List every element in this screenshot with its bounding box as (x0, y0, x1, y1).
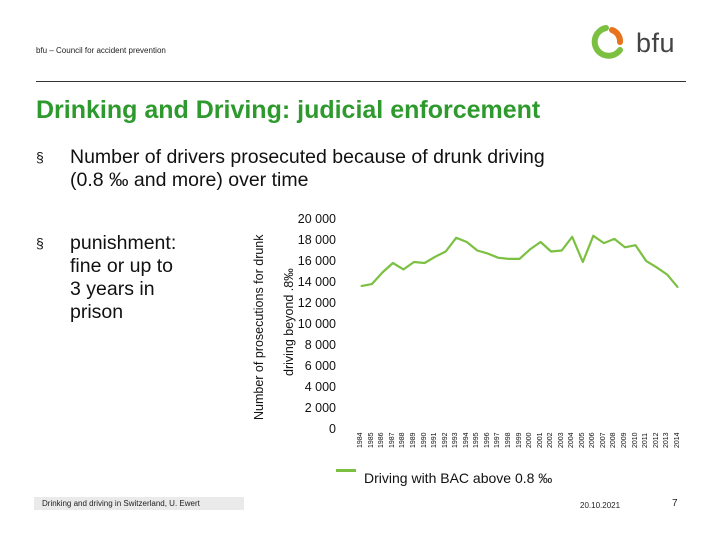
data-point (487, 252, 489, 255)
bullet-mark: § (36, 149, 44, 165)
data-point (560, 249, 563, 252)
data-point (655, 266, 658, 269)
y-tick-label: 10 000 (297, 317, 336, 331)
data-point (676, 286, 679, 289)
bullet-mark: § (36, 235, 44, 251)
data-point (613, 238, 616, 240)
data-point (539, 241, 542, 243)
data-point (381, 271, 384, 274)
y-tick-label: 4 000 (304, 380, 336, 394)
y-tick-label: 0 (329, 422, 336, 436)
footer-source: Drinking and driving in Switzerland, U. … (34, 497, 244, 510)
data-point (434, 255, 436, 258)
y-tick-label: 8 000 (304, 338, 336, 352)
bullet-text-line: prison (70, 301, 124, 323)
series-line (361, 234, 679, 288)
organization-name: bfu – Council for accident prevention (36, 46, 166, 55)
data-point (497, 257, 500, 259)
data-point (645, 260, 647, 262)
data-point (392, 262, 394, 264)
data-point (413, 261, 415, 263)
y-tick-label: 18 000 (297, 233, 336, 247)
data-point (666, 273, 668, 276)
data-point (550, 250, 552, 253)
data-point (371, 283, 373, 285)
legend-label: Driving with BAC above 0.8 ‰ (364, 470, 553, 486)
data-point (518, 258, 521, 260)
bfu-logo-icon (591, 25, 623, 59)
data-point (444, 250, 447, 253)
bullet-text-line: (0.8 ‰ and more) over time (70, 169, 309, 191)
data-point (508, 258, 510, 260)
data-point (571, 236, 573, 238)
bullet-text-line: fine or up to (70, 255, 173, 277)
y-tick-label: 20 000 (297, 212, 336, 226)
bullet-text-line: 3 years in (70, 278, 155, 300)
data-point (624, 246, 626, 249)
header-divider (36, 81, 686, 82)
y-tick-label: 14 000 (297, 275, 336, 289)
bullet-text-line: punishment: (70, 232, 177, 254)
data-point (466, 241, 468, 243)
data-point (360, 285, 363, 287)
data-point (634, 244, 637, 246)
footer-date: 20.10.2021 (580, 501, 621, 510)
y-tick-label: 12 000 (297, 296, 336, 310)
y-tick-label: 2 000 (304, 401, 336, 415)
logo-text: bfu (636, 28, 676, 58)
data-point (603, 242, 605, 244)
legend-swatch (336, 469, 356, 472)
page-title: Drinking and Driving: judicial enforceme… (36, 96, 541, 124)
data-point (476, 249, 479, 252)
data-point (402, 268, 405, 271)
data-point (455, 237, 458, 239)
page-number: 7 (672, 498, 678, 509)
data-point (423, 262, 426, 264)
data-point (582, 261, 584, 263)
data-point (529, 248, 531, 251)
bullet-text-line: Number of drivers prosecuted because of … (70, 146, 545, 168)
data-point (592, 235, 595, 237)
y-tick-label: 6 000 (304, 359, 336, 373)
y-tick-label: 16 000 (297, 254, 336, 268)
